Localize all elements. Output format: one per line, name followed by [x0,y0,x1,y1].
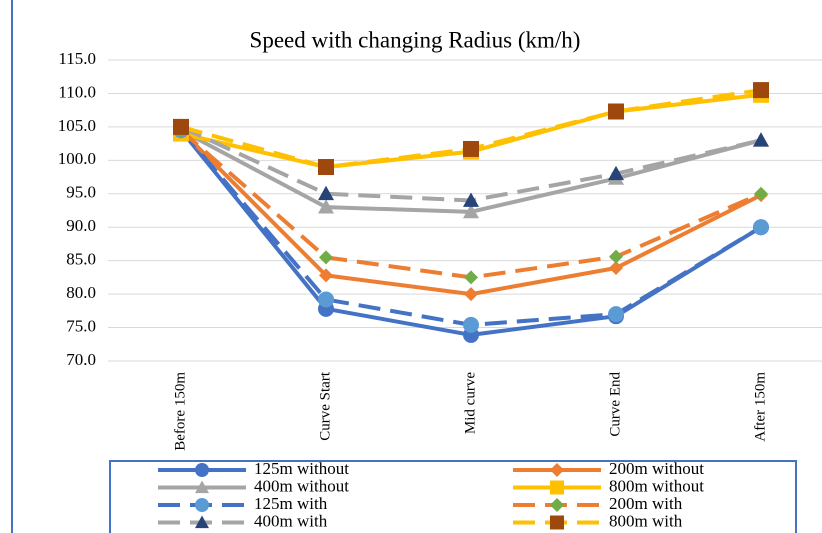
data-point [463,316,479,333]
data-point [753,132,769,147]
data-point [608,306,624,323]
legend-marker [195,463,209,477]
data-point [753,219,769,236]
legend-label: 800m without [609,476,704,495]
legend-label: 800m with [609,511,683,530]
legend-label: 400m with [254,511,328,530]
data-point [753,82,769,99]
y-tick-label: 100.0 [58,149,96,168]
data-point [463,140,479,157]
data-point [608,165,624,181]
data-point [464,287,478,302]
legend-marker [195,498,209,512]
data-point [754,186,768,201]
data-point [463,203,479,219]
y-tick-label: 90.0 [66,216,96,235]
chart-title: Speed with changing Radius (km/h) [250,27,581,52]
y-tick-label: 75.0 [66,316,96,335]
legend-label: 200m with [609,494,683,513]
y-tick-label: 110.0 [58,82,96,101]
x-tick-label: Curve Start [317,371,333,441]
legend-marker [195,515,209,529]
x-tick-label: Mid curve [462,372,478,434]
legend-marker [550,480,564,495]
data-point [463,192,479,207]
legend-label: 400m without [254,476,349,495]
data-point [464,270,478,285]
x-tick-label: After 150m [752,372,768,442]
y-tick-label: 115.0 [58,49,96,68]
y-tick-label: 105.0 [58,116,96,135]
x-tick-label: Curve End [607,372,623,437]
x-tick-label: Before 150m [172,372,188,451]
data-point [609,261,623,276]
data-point [173,118,189,135]
data-point [608,103,624,120]
data-point [609,249,623,264]
y-tick-label: 85.0 [66,250,96,269]
y-tick-label: 80.0 [66,283,96,302]
legend-marker [195,480,209,494]
data-point [319,250,333,265]
data-point [318,185,334,201]
y-tick-label: 70.0 [66,350,96,369]
data-point [318,159,334,176]
legend-marker [550,515,564,530]
y-tick-label: 95.0 [66,183,96,202]
legend-label: 125m with [254,494,328,513]
legend-marker [550,498,564,512]
data-point [319,268,333,283]
legend-marker [550,463,564,477]
data-point [318,199,334,214]
data-point [318,291,334,308]
legend-label: 125m without [254,459,349,478]
legend-label: 200m without [609,459,704,478]
